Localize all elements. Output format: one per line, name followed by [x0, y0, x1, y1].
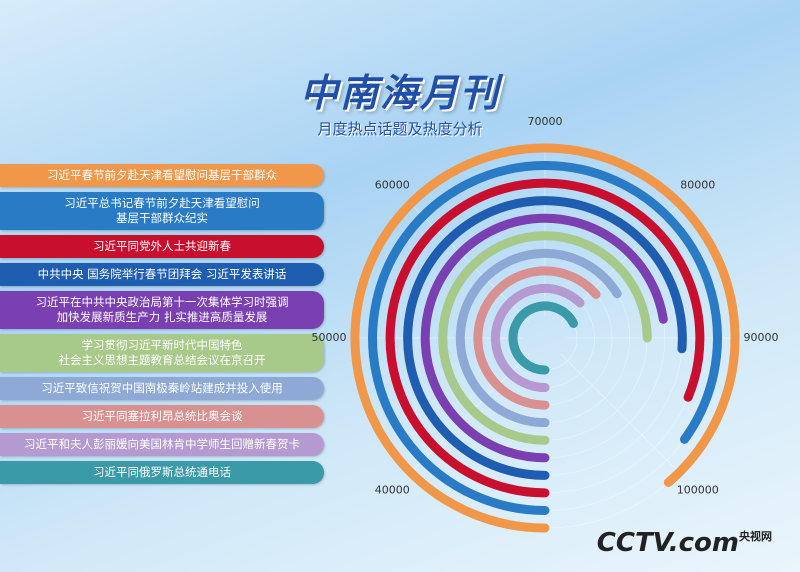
- chart-subtitle: 月度热点话题及热度分析: [317, 120, 483, 138]
- bar: [473, 266, 601, 410]
- legend-item: 习近平总书记春节前夕赴天津看望慰问 基层干部群众纪实: [0, 192, 324, 230]
- logo-text: CCTV.com: [596, 528, 739, 558]
- legend-item: 习近平和夫人彭丽媛向美国林肯中学师生回赠新春贺卡: [0, 433, 324, 456]
- bar: [368, 161, 722, 515]
- legend-item: 习近平在中共中央政治局第十一次集体学习时强调 加快发展新质生产力 扎实推进高质量…: [0, 291, 324, 329]
- bar: [490, 283, 585, 393]
- legend-item: 习近平春节前夕赴天津看望慰问基层干部群众: [0, 164, 324, 187]
- tick-label: 60000: [375, 178, 410, 191]
- bar: [438, 231, 652, 445]
- grid-line: [560, 353, 683, 476]
- legend-item: 习近平同塞拉利昂总统比奥会谈: [0, 405, 324, 428]
- bar: [403, 196, 687, 480]
- tick-label: 40000: [375, 484, 410, 497]
- tick-label: 100000: [677, 484, 719, 497]
- legend-item: 习近平同俄罗斯总统通电话: [0, 461, 324, 484]
- tick-label: 50000: [312, 331, 347, 344]
- bar: [350, 143, 740, 533]
- tick-label: 70000: [528, 115, 563, 128]
- tick-label: 90000: [744, 331, 779, 344]
- bar: [420, 213, 668, 463]
- bar: [508, 301, 579, 375]
- logo-sub: 央视网: [739, 530, 772, 543]
- legend: 习近平春节前夕赴天津看望慰问基层干部群众习近平总书记春节前夕赴天津看望慰问 基层…: [0, 164, 324, 489]
- legend-item: 中共中央 国务院举行春节团拜会 习近平发表讲话: [0, 263, 324, 286]
- chart-title: 中南海月刊: [299, 71, 500, 115]
- logo: CCTV.com央视网: [597, 528, 772, 558]
- legend-item: 学习贯彻习近平新时代中国特色 社会主义思想主题教育总结会议在京召开: [0, 334, 324, 372]
- bar: [455, 248, 622, 428]
- bar: [385, 178, 705, 498]
- legend-item: 习近平致信祝贺中国南极秦岭站建成并投入使用: [0, 377, 324, 400]
- legend-item: 习近平同党外人士共迎新春: [0, 235, 324, 258]
- tick-label: 80000: [680, 178, 715, 191]
